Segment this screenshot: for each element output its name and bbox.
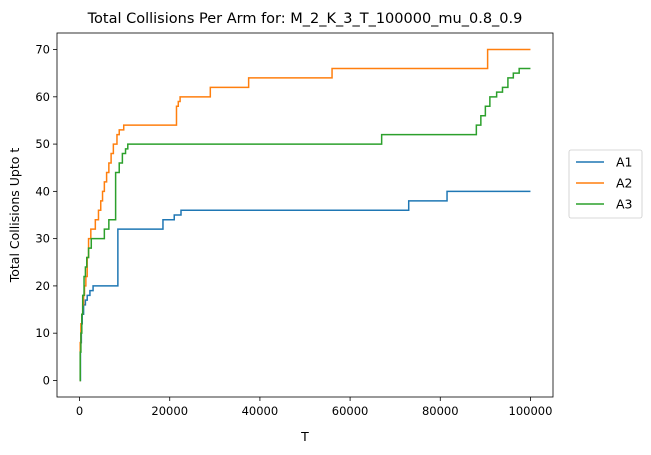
x-tick-label: 0 — [76, 404, 83, 418]
legend-label-a3: A3 — [616, 197, 633, 212]
x-tick-label: 100000 — [509, 404, 553, 418]
x-tick-label: 40000 — [242, 404, 279, 418]
legend-frame — [568, 149, 643, 219]
y-tick-label: 20 — [35, 279, 50, 293]
legend-label-a1: A1 — [616, 155, 633, 170]
y-tick-label: 0 — [43, 373, 50, 387]
legend: A1 A2 A3 — [568, 149, 643, 219]
x-axis-label: T — [300, 429, 309, 444]
x-tick-label: 20000 — [151, 404, 188, 418]
plot-frame — [56, 32, 554, 398]
y-tick-label: 40 — [35, 184, 50, 198]
y-tick-label: 10 — [35, 326, 50, 340]
x-tick-label: 60000 — [332, 404, 369, 418]
legend-label-a2: A2 — [616, 176, 633, 191]
x-tick-label: 80000 — [422, 404, 459, 418]
y-axis-label: Total Collisions Upto t — [7, 148, 22, 284]
y-tick-label: 50 — [35, 137, 50, 151]
series-line-a3 — [79, 67, 531, 382]
ticks-layer: 0 20000 40000 60000 80000 100000 0 10 20 30 40 50 60… — [35, 43, 552, 418]
y-tick-label: 70 — [35, 43, 50, 57]
y-tick-label: 30 — [35, 232, 50, 246]
y-tick-label: 60 — [35, 90, 50, 104]
chart-title: Total Collisions Per Arm for: M_2_K_3_T_… — [87, 11, 523, 27]
series-layer — [79, 48, 531, 382]
